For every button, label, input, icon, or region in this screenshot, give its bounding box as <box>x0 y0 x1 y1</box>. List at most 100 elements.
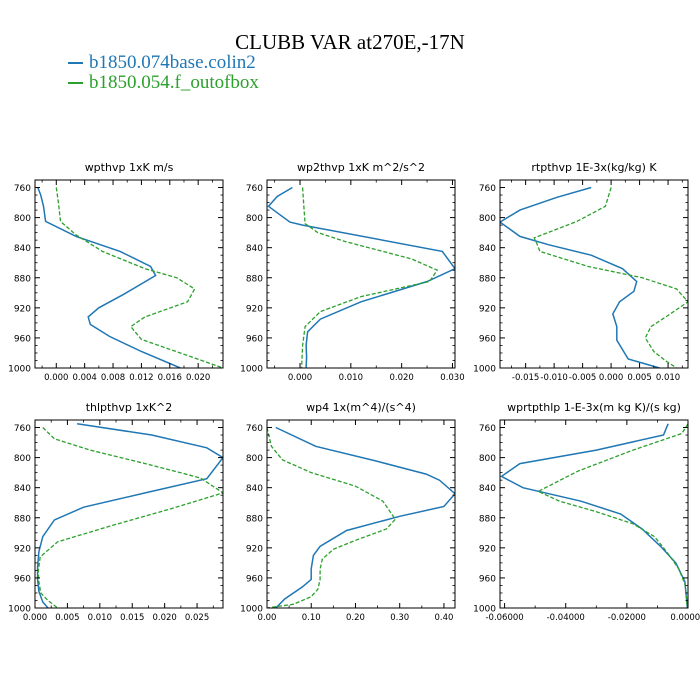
y-tick-label: 840 <box>246 484 263 494</box>
x-tick-label: 0.000 <box>23 613 47 623</box>
x-tick-label: 0.000 <box>44 373 68 383</box>
x-tick-label: -0.015 <box>512 373 539 383</box>
y-tick-label: 960 <box>246 574 263 584</box>
series-line-base <box>500 423 688 608</box>
y-tick-label: 800 <box>246 454 263 464</box>
x-tick-label: 0.020 <box>389 373 413 383</box>
x-tick-label: 0.020 <box>186 373 210 383</box>
panel-5: wp4 1x(m^4)/(s^4)76080084088092096010000… <box>240 401 456 623</box>
x-tick-label: -0.02000 <box>608 613 646 623</box>
panel-1: wpthvp 1xK m/s 760 800 840 880 920 960 1000 0.00… <box>8 161 224 383</box>
panel-frame-6 <box>499 419 689 609</box>
y-tick-label: 800 <box>14 454 31 464</box>
y-tick-label: 1000 <box>8 605 31 615</box>
y-tick-label: 920 <box>14 544 31 554</box>
legend-swatch-base <box>68 61 83 64</box>
y-tick-label: 760 <box>479 184 496 194</box>
y-tick-label: 840 <box>246 244 263 254</box>
legend-entry-base: b1850.074base.colin2 <box>68 52 256 74</box>
y-tick-label: 880 <box>14 514 31 524</box>
y-tick-label: 1000 <box>8 365 31 375</box>
series-line-base <box>37 187 181 368</box>
x-tick-label: 0.012 <box>129 373 153 383</box>
x-tick-label: 0.010 <box>339 373 363 383</box>
y-tick-label: 880 <box>479 514 496 524</box>
y-tick-label: 1000 <box>240 605 263 615</box>
panel-2: wp2thvp 1xK m^2/s^2 760 800 840 880 920 960 100… <box>240 161 465 383</box>
y-tick-label: 1000 <box>473 605 496 615</box>
x-tick-label: 0.025 <box>185 613 209 623</box>
y-tick-label: 880 <box>14 274 31 284</box>
y-tick-label: 800 <box>479 454 496 464</box>
x-tick-label: 0.010 <box>88 613 112 623</box>
panel-frame-2 <box>266 179 456 369</box>
y-tick-label: 960 <box>246 334 263 344</box>
x-tick-label: 0.30 <box>390 613 409 623</box>
panel-title-2: wp2thvp 1xK m^2/s^2 <box>297 161 425 174</box>
series-line-outofbox <box>536 423 688 608</box>
y-tick-label: 760 <box>14 424 31 434</box>
y-tick-label: 880 <box>246 274 263 284</box>
y-tick-label: 840 <box>14 244 31 254</box>
x-tick-label: 0.00 <box>258 613 277 623</box>
y-tick-label: 880 <box>479 274 496 284</box>
series-line-base <box>36 423 223 608</box>
y-tick-label: 960 <box>479 334 496 344</box>
y-tick-label: 960 <box>14 334 31 344</box>
y-tick-label: 840 <box>479 244 496 254</box>
y-tick-label: 760 <box>14 184 31 194</box>
panel-title-5: wp4 1x(m^4)/(s^4) <box>306 401 416 414</box>
x-tick-label: -0.005 <box>569 373 596 383</box>
panel-title-3: rtpthvp 1E-3x(kg/kg) K <box>531 161 657 174</box>
y-tick-label: 840 <box>14 484 31 494</box>
series-line-outofbox <box>37 427 223 608</box>
y-tick-label: 920 <box>246 544 263 554</box>
y-tick-label: 960 <box>14 574 31 584</box>
legend-label-base: b1850.074base.colin2 <box>89 52 256 73</box>
x-tick-label: 0.016 <box>158 373 182 383</box>
x-tick-label: -0.010 <box>540 373 567 383</box>
series-line-base <box>500 186 660 368</box>
x-tick-label: 0.005 <box>55 613 79 623</box>
y-tick-label: 920 <box>479 304 496 314</box>
y-tick-label: 760 <box>246 424 263 434</box>
panel-frame-5 <box>266 419 456 609</box>
panel-title-6: wprtpthlp 1-E-3x(m kg K)/(s kg) <box>507 401 681 414</box>
x-tick-label: 0.000 <box>288 373 312 383</box>
panel-title-1: wpthvp 1xK m/s <box>85 161 174 174</box>
x-tick-label: 0.015 <box>120 613 144 623</box>
y-tick-label: 760 <box>479 424 496 434</box>
panel-6: wprtpthlp 1-E-3x(m kg K)/(s kg) 760 800 840… <box>473 401 700 623</box>
y-tick-label: 800 <box>479 214 496 224</box>
y-tick-label: 920 <box>479 544 496 554</box>
y-tick-label: 920 <box>246 304 263 314</box>
y-tick-label: 920 <box>14 304 31 314</box>
x-tick-label: 0.010 <box>656 373 680 383</box>
x-tick-label: 0.008 <box>101 373 125 383</box>
panel-frame-3 <box>499 179 689 369</box>
panel-3: rtpthvp 1E-3x(kg/kg) K 760 800 840 880 920 960… <box>473 161 689 383</box>
x-tick-label: 0.005 <box>627 373 651 383</box>
x-tick-label: 0.00000 <box>670 613 700 623</box>
panel-4: thlpthvp 1xK^276080084088092096010000.00… <box>8 401 224 623</box>
series-line-outofbox <box>533 187 688 368</box>
series-line-outofbox <box>267 427 397 608</box>
series-line-outofbox <box>300 187 439 368</box>
x-tick-label: 0.020 <box>152 613 176 623</box>
x-tick-label: 0.40 <box>434 613 453 623</box>
figure-title: CLUBB VAR at270E,-17N <box>235 30 465 54</box>
y-tick-label: 1000 <box>473 365 496 375</box>
y-tick-label: 960 <box>479 574 496 584</box>
x-tick-label: 0.20 <box>346 613 365 623</box>
legend-swatch-outofbox <box>68 81 83 84</box>
x-tick-label: 0.030 <box>440 373 464 383</box>
y-tick-label: 800 <box>246 214 263 224</box>
x-tick-label: 0.004 <box>72 373 96 383</box>
panel-frame-1 <box>34 179 224 369</box>
y-tick-label: 800 <box>14 214 31 224</box>
panel-title-4: thlpthvp 1xK^2 <box>86 401 173 414</box>
y-tick-label: 1000 <box>240 365 263 375</box>
series-line-outofbox <box>55 187 223 368</box>
series-line-base <box>267 186 455 368</box>
